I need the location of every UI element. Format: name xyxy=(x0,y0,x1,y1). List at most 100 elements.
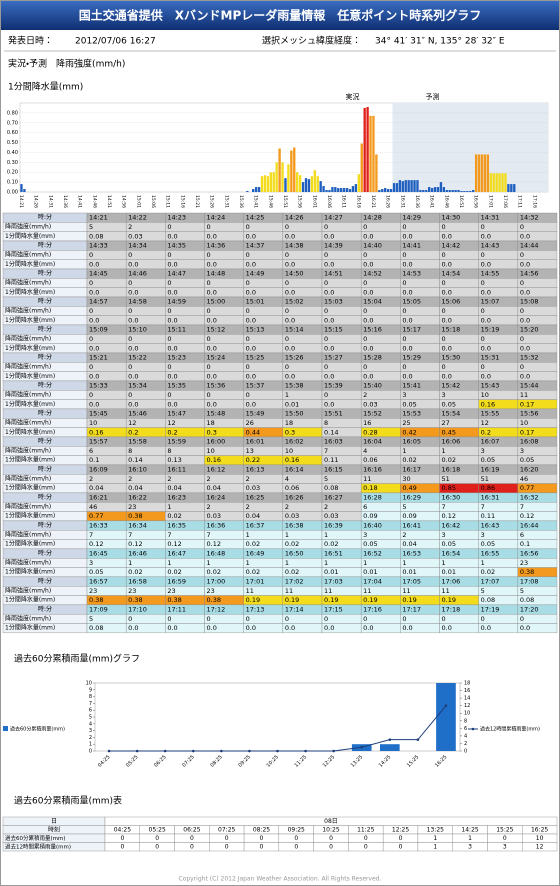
bar xyxy=(290,150,293,192)
bar xyxy=(345,188,349,192)
cell-text: 0 xyxy=(225,843,229,850)
cell-text: 08:25 xyxy=(253,826,270,833)
cell-text: 0 xyxy=(128,251,132,259)
cell-text: 0.12 xyxy=(89,540,103,548)
bar xyxy=(413,180,416,192)
cell-text: 23 xyxy=(128,503,136,511)
bar xyxy=(425,190,428,192)
cell-text: 0.0 xyxy=(520,624,530,632)
cell-text: 0.0 xyxy=(89,260,99,268)
cell-text: 14:24 xyxy=(207,214,226,222)
cell-text: 0.0 xyxy=(167,372,177,380)
cell-text: 14:35 xyxy=(167,242,186,250)
bar xyxy=(463,191,466,192)
cell-text: 17:01 xyxy=(246,578,265,586)
cell-text: 7 xyxy=(442,503,446,511)
cell-text: 0.22 xyxy=(246,456,260,464)
cell-text: 0.0 xyxy=(442,232,452,240)
bar xyxy=(483,154,487,192)
row-label: 1分間降水量(mm) xyxy=(5,568,55,576)
cell-text: 17:06 xyxy=(442,578,461,586)
bar xyxy=(442,187,446,192)
bar xyxy=(272,172,275,192)
cell-text: 14:53 xyxy=(402,270,421,278)
cell-text: 15:56 xyxy=(520,410,539,418)
cell-text: 5 xyxy=(324,475,328,483)
cell-text: 0.09 xyxy=(363,512,377,520)
cell-text: 15:30 xyxy=(442,354,461,362)
cell-text: 23 xyxy=(207,587,215,595)
cell-text: 0.02 xyxy=(402,456,416,464)
cell-text: 0.02 xyxy=(128,568,142,576)
bar xyxy=(351,186,355,192)
cell-text: 0 xyxy=(89,391,93,399)
cell-text: 12 xyxy=(481,419,489,427)
cell-text: 0.0 xyxy=(402,232,412,240)
cell-text: 1 xyxy=(285,531,289,539)
cell-text: 0 xyxy=(89,279,93,287)
cell-text: 0.0 xyxy=(246,344,256,352)
cell-text: 0.0 xyxy=(167,316,177,324)
row-label: 時:分 xyxy=(38,325,52,333)
cell-text: 2 xyxy=(246,475,250,483)
row-label: 降雨強度(mm/h) xyxy=(5,502,51,510)
cell-text: 3 xyxy=(442,531,446,539)
cell-text: 15:34 xyxy=(128,382,147,390)
cell-text: 0 xyxy=(363,251,367,259)
cell-text: 1 xyxy=(442,559,446,567)
cell-text: 16:45 xyxy=(89,550,108,558)
y-tick-label: 0.20 xyxy=(7,170,18,176)
x-tick-label: 15:51 xyxy=(282,195,288,208)
row-label: 日 xyxy=(51,818,57,825)
y-tick-label: 0.30 xyxy=(7,160,18,166)
bar xyxy=(298,175,302,192)
cell-text: 0.0 xyxy=(402,372,412,380)
line-marker xyxy=(332,749,335,753)
cell-text: 15:14 xyxy=(285,326,304,334)
row-label: 降雨強度(mm/h) xyxy=(5,446,51,454)
cell-text: 0.03 xyxy=(363,400,377,408)
cell-text: 15:40 xyxy=(363,382,382,390)
row-label: 降雨強度(mm/h) xyxy=(5,418,51,426)
cell-text: 18 xyxy=(207,419,215,427)
cell-text: 0.0 xyxy=(167,232,177,240)
cell-text: 7 xyxy=(520,503,524,511)
cell-text: 0 xyxy=(285,307,289,315)
bar xyxy=(472,190,475,192)
cell-text: 15:08 xyxy=(520,298,539,306)
cell-text: 5 xyxy=(89,615,93,623)
cell-text: 16:24 xyxy=(207,494,226,502)
cell-text: 16:38 xyxy=(285,522,304,530)
cell-text: 0.12 xyxy=(442,512,456,520)
line-marker xyxy=(304,749,307,753)
bar xyxy=(246,191,249,192)
cell-text: 16:42 xyxy=(442,522,461,530)
cell-text: 16:09 xyxy=(89,466,108,474)
cell-text: 15:05 xyxy=(402,298,421,306)
y-tick-label: 0.80 xyxy=(7,110,18,116)
cell-text: 0.0 xyxy=(89,344,99,352)
cell-text: 0 xyxy=(324,279,328,287)
cell-text: 15:59 xyxy=(167,438,186,446)
cell-text: 15:02 xyxy=(285,298,304,306)
cell-text: 11 xyxy=(285,587,293,595)
cell-text: 1 xyxy=(246,559,250,567)
cell-text: 0.0 xyxy=(285,624,295,632)
cell-text: 8 xyxy=(324,419,328,427)
cell-text: 6 xyxy=(520,531,524,539)
cell-text: 15:28 xyxy=(363,354,382,362)
cell-text: 3 xyxy=(363,531,367,539)
cell-text: 0 xyxy=(225,835,229,842)
x-tick-label: 15:31 xyxy=(223,195,229,208)
bar xyxy=(337,188,340,192)
cell-text: 15:12 xyxy=(207,326,226,334)
cell-text: 0 xyxy=(207,279,211,287)
bar xyxy=(498,173,501,192)
cell-text: 0.05 xyxy=(363,540,377,548)
cell-text: 0.0 xyxy=(207,400,217,408)
cell-text: 0 xyxy=(324,251,328,259)
page-title: 国土交通省提供 XバンドMPレーダ雨量情報 任意ポイント時系列グラフ xyxy=(79,8,482,23)
y-tick-label: 0.00 xyxy=(7,190,18,196)
cell-text: 16:00 xyxy=(207,438,226,446)
